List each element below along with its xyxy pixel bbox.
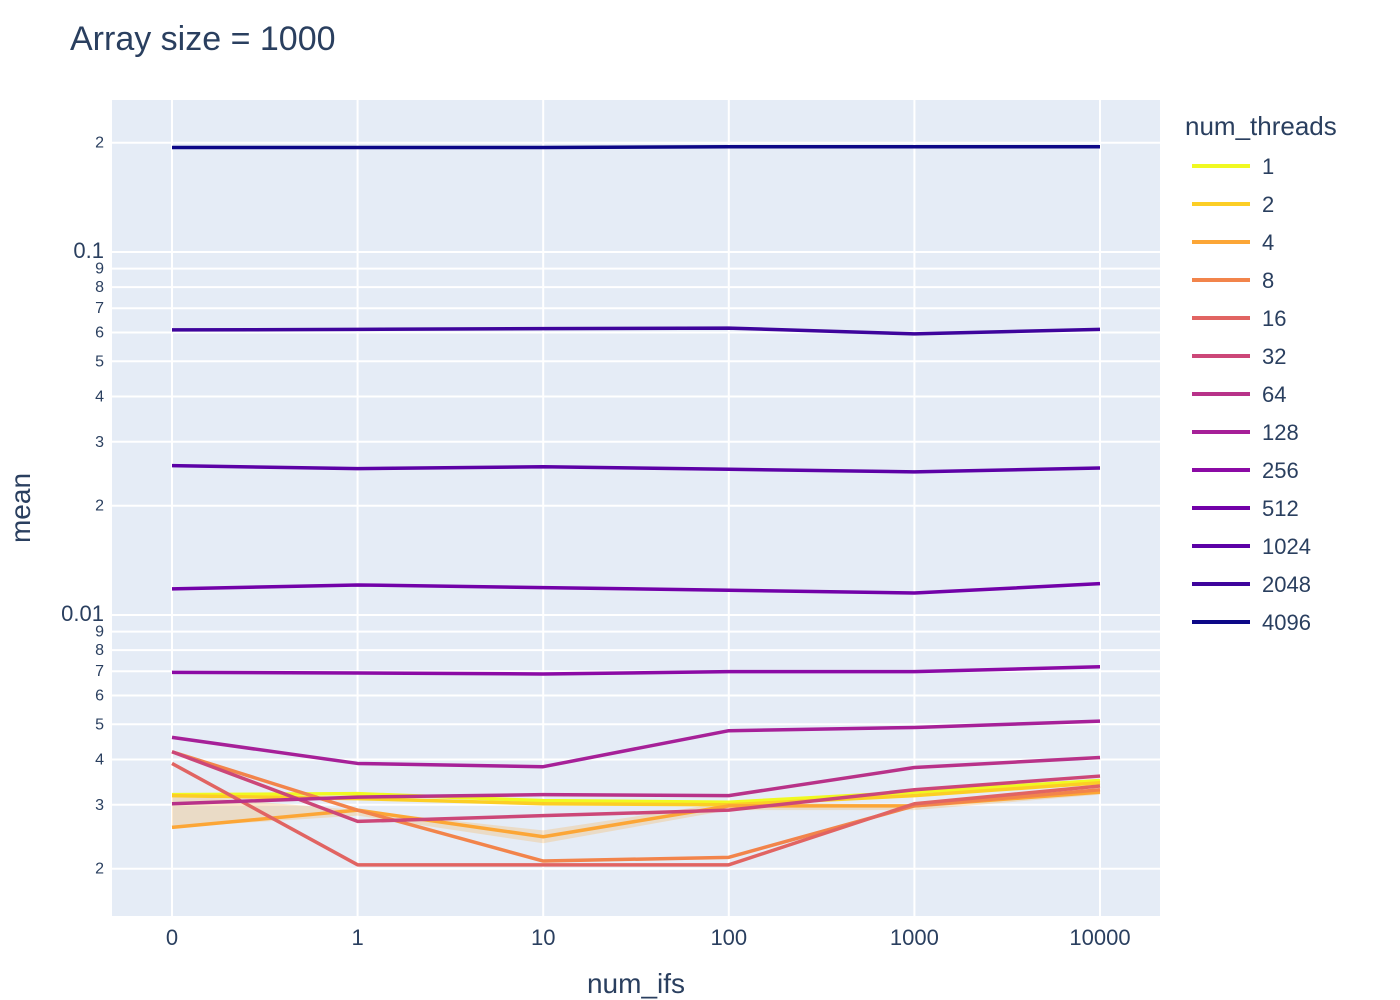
x-tick-labels: 0 1 10 100 1000 10000: [166, 925, 1131, 950]
x-tick-label: 100: [710, 925, 747, 950]
plot-area: [112, 100, 1160, 916]
legend-label: 128: [1262, 420, 1299, 445]
y-tick-label: 8: [95, 642, 104, 659]
legend-label: 64: [1262, 382, 1286, 407]
series-line-256: [171, 665, 1101, 676]
legend-label: 4: [1262, 230, 1274, 255]
series-line-2048: [171, 326, 1101, 336]
confidence-band: [172, 789, 1100, 844]
legend-label: 2048: [1262, 572, 1311, 597]
series-line-1024: [171, 463, 1101, 474]
legend-label: 32: [1262, 344, 1286, 369]
x-tick-label: 10000: [1069, 925, 1130, 950]
series-line-32: [171, 750, 1101, 824]
y-tick-label: 3: [95, 434, 104, 451]
x-tick-label: 1000: [890, 925, 939, 950]
legend-label: 512: [1262, 496, 1299, 521]
y-tick-label: 2: [95, 498, 104, 515]
y-tick-label: 0.01: [61, 601, 104, 626]
legend-label: 1024: [1262, 534, 1311, 559]
y-tick-label: 5: [95, 353, 104, 370]
y-tick-label: 0.1: [73, 238, 104, 263]
y-tick-label: 8: [95, 279, 104, 296]
legend-label: 4096: [1262, 610, 1311, 635]
y-tick-label: 6: [95, 325, 104, 342]
series-line-8: [171, 750, 1101, 863]
legend-label: 8: [1262, 268, 1274, 293]
legend-label: 256: [1262, 458, 1299, 483]
series-line-16: [171, 761, 1101, 867]
y-tick-label: 6: [95, 688, 104, 705]
legend-title: num_threads: [1185, 111, 1337, 141]
y-tick-label: 7: [95, 300, 104, 317]
series-line-4096: [172, 144, 1100, 150]
series-line-1: [171, 778, 1101, 804]
chart-title: Array size = 1000: [70, 20, 336, 58]
y-tick-label: 9: [95, 261, 104, 278]
y-tick-label: 5: [95, 716, 104, 733]
legend-label: 1: [1262, 154, 1274, 179]
series-layer: [171, 144, 1101, 867]
legend: num_threads 1 2 4 8 16 32 64 128 256 512 1024 2048 4…: [1185, 111, 1337, 635]
y-axis-title: mean: [5, 473, 36, 543]
legend-label: 16: [1262, 306, 1286, 331]
y-tick-label: 4: [95, 751, 104, 768]
x-tick-label: 10: [531, 925, 555, 950]
x-tick-label: 0: [166, 925, 178, 950]
x-tick-label: 1: [351, 925, 363, 950]
y-tick-label: 2: [95, 861, 104, 878]
y-tick-label: 9: [95, 624, 104, 641]
x-axis-title: num_ifs: [587, 968, 685, 999]
confidence-band-layer: [172, 789, 1100, 844]
series-line-64: [171, 755, 1101, 806]
y-tick-label: 7: [95, 663, 104, 680]
y-tick-label: 4: [95, 388, 104, 405]
series-line-128: [171, 719, 1101, 769]
legend-label: 2: [1262, 192, 1274, 217]
y-tick-label: 3: [95, 797, 104, 814]
series-line-512: [171, 581, 1101, 595]
y-tick-label: 2: [95, 135, 104, 152]
